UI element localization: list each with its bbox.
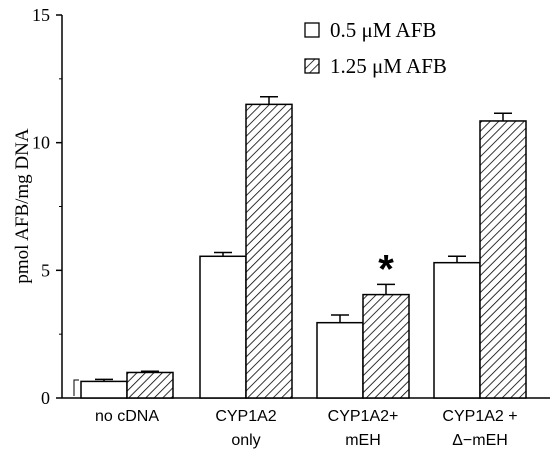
axis-bracket-mark — [73, 379, 79, 396]
bars — [80, 103, 527, 399]
x-tick-labels: no cDNA CYP1A2 only CYP1A2+ mEH CYP1A2 + Δ−mEH — [95, 408, 518, 449]
bar-series1 — [199, 255, 247, 399]
annotations: * — [378, 247, 394, 291]
legend: 0.5 μM AFB 1.25 μM AFB — [304, 18, 447, 78]
bar-series1 — [316, 321, 364, 399]
significance-asterisk: * — [378, 247, 394, 291]
bar-series2 — [479, 120, 527, 399]
x-tick-label: CYP1A2 + Δ−mEH — [442, 408, 517, 449]
bar-series2 — [126, 371, 174, 399]
x-tick-label: CYP1A2+ mEH — [328, 408, 399, 449]
x-tick-label: CYP1A2 only — [215, 408, 276, 449]
y-tick-label: 10 — [32, 133, 50, 153]
legend-label-2: 1.25 μM AFB — [330, 54, 447, 78]
x-tick-label: no cDNA — [95, 408, 159, 425]
y-axis-label: pmol AFB/mg DNA — [12, 128, 33, 283]
bar-series2 — [245, 103, 293, 399]
bar-series1 — [433, 261, 481, 399]
legend-swatch-2 — [304, 58, 320, 74]
y-tick-label: 15 — [32, 5, 50, 25]
error-bars — [95, 95, 512, 382]
legend-swatch-1 — [304, 22, 320, 38]
legend-label-1: 0.5 μM AFB — [330, 18, 436, 42]
y-ticks: 0 5 10 15 — [32, 5, 62, 408]
y-tick-label: 5 — [41, 260, 50, 280]
y-tick-label: 0 — [41, 388, 50, 408]
bar-series1 — [80, 380, 128, 399]
bar-series2 — [362, 293, 410, 399]
